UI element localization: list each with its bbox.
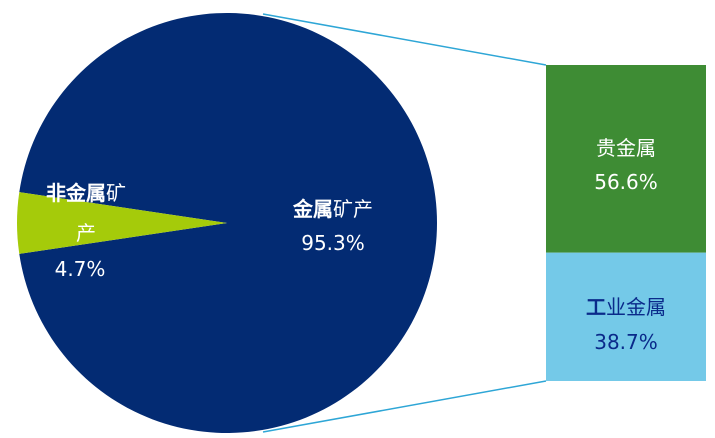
pie-label-metal-part2: 矿产 (333, 197, 373, 221)
connector-line-top (262, 13, 547, 66)
bar-label-industrial-part2: 业金属 (606, 295, 666, 319)
bar-segment-precious (546, 65, 706, 253)
pie-label-metal-part1: 金属 (292, 197, 333, 221)
bar-label-precious: 贵金属 (596, 136, 656, 160)
bar-label-industrial: 工业金属 (586, 295, 666, 319)
pie-label-nonmetal-line2: 产 (76, 221, 96, 245)
pie-label-nonmetal-part1: 非金属 (46, 181, 106, 205)
pie-slice-metal (19, 12, 438, 434)
pie-label-metal: 金属矿产 (292, 197, 373, 221)
pie-value-metal: 95.3% (301, 231, 365, 255)
connector-line-bottom (262, 380, 547, 433)
bar-value-industrial: 38.7% (594, 330, 658, 354)
bar-label-industrial-part1: 工 (586, 295, 606, 319)
bar-segment-industrial (546, 252, 706, 381)
pie-label-nonmetal-line1: 非金属矿 (46, 181, 126, 205)
pie-value-nonmetal: 4.7% (55, 257, 106, 281)
pie-label-nonmetal-part2: 矿 (106, 181, 126, 205)
pie-slice-nonmetal (17, 192, 227, 254)
bar-value-precious: 56.6% (594, 170, 658, 194)
